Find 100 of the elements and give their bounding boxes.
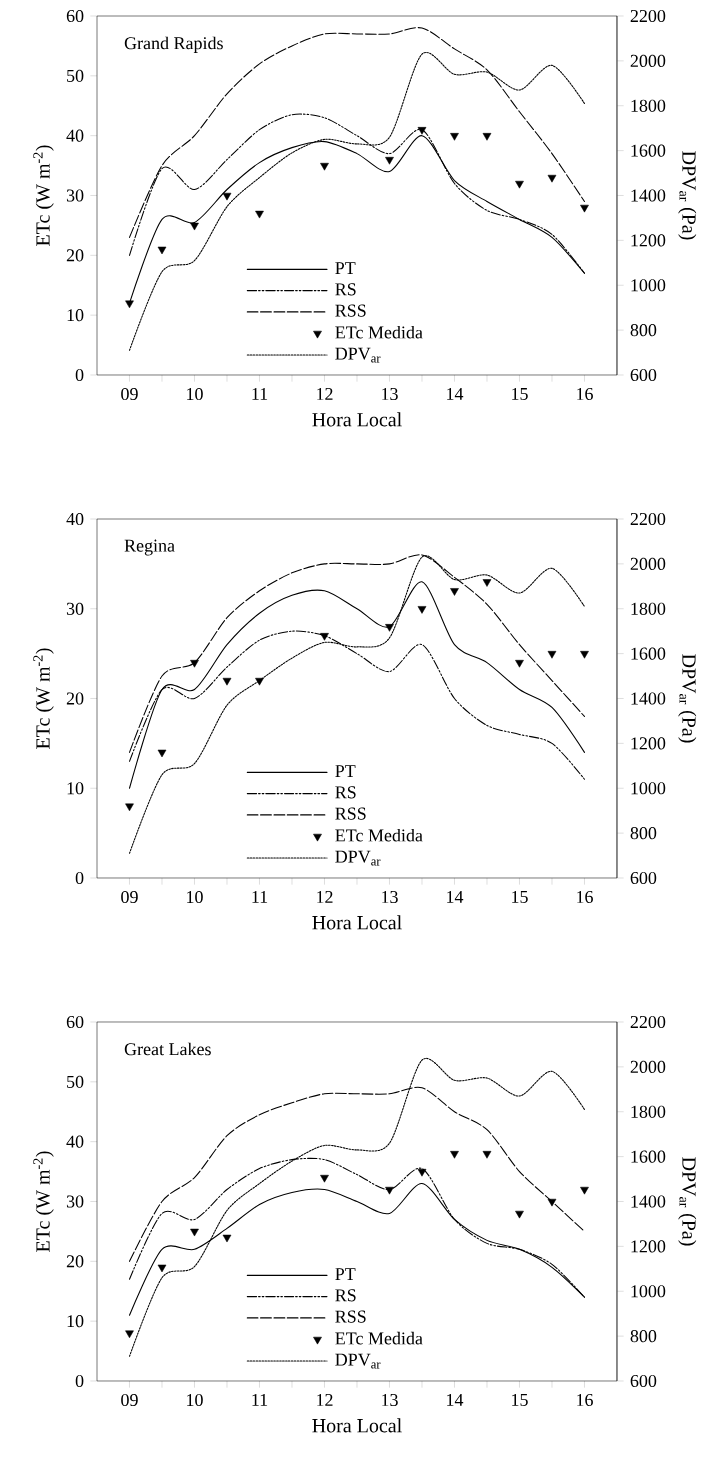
y-tick-label: 30 [66,1195,84,1208]
point [125,300,134,309]
y2-tick-label: 1200 [631,1240,666,1253]
y2-tick-label: 1000 [631,279,666,292]
x-tick-label: 10 [187,1393,203,1407]
y-tick-label: 40 [66,1135,84,1148]
x-tick-label: 12 [317,1393,333,1406]
point [157,246,167,255]
legend-label: PT [335,262,356,274]
legend-label: PT [335,765,356,777]
y2-tick-label: 2200 [630,1015,666,1029]
x-tick-label: 11 [252,890,268,903]
x-tick-label: 15 [512,387,528,400]
y-tick-label: 50 [67,69,84,82]
point [515,1210,524,1219]
y2-tick-label: 1000 [631,782,666,795]
y-tick-label: 0 [75,871,84,885]
x-tick-label: 16 [577,890,593,904]
point [320,633,329,641]
y-tick-label: 30 [66,602,84,615]
y-tick-label: 30 [66,189,84,202]
y2-tick-label: 600 [630,368,657,382]
x-tick-label: 15 [512,1393,528,1406]
x-axis-title: Hora Local [312,412,402,427]
point [385,624,394,632]
point [222,192,232,201]
point [125,803,134,812]
x-tick-label: 09 [121,387,138,401]
point [385,157,394,165]
x-tick-label: 15 [512,890,528,903]
y2-axis-title: DPV$_{ar}$ (Pa) [678,1157,697,1246]
y-axis-title: ETc (W m$^{-2}$) [33,1151,54,1252]
x-tick-label: 14 [447,890,464,903]
y2-tick-label: 600 [630,871,657,885]
y2-tick-label: 1200 [631,234,666,247]
y-tick-label: 20 [66,1255,84,1268]
point [222,1234,232,1243]
x-tick-label: 12 [317,387,333,400]
x-tick-label: 12 [317,890,333,903]
text: Regina [124,539,175,556]
y2-tick-label: 2000 [630,1060,666,1073]
legend-label: RSS [335,807,366,820]
y2-tick-label: 2000 [630,54,666,67]
x-tick-label: 10 [187,890,203,904]
point [417,606,427,614]
point [515,659,524,668]
y2-tick-label: 1600 [631,647,666,660]
point [482,579,492,587]
y2-tick-label: 800 [630,324,657,337]
point [222,677,232,686]
point [547,174,557,183]
y-tick-label: 10 [67,1315,84,1328]
y2-tick-label: 1400 [631,189,666,202]
x-tick-label: 11 [252,387,268,400]
point [125,1330,134,1339]
y-tick-label: 60 [66,9,84,23]
y-tick-label: 40 [66,512,84,526]
point [157,749,167,758]
legend-label: RSS [335,1310,366,1323]
y2-tick-label: 2200 [630,512,666,526]
x-tick-label: 13 [382,890,398,904]
legend-label: PT [335,1268,356,1280]
y2-tick-label: 1200 [631,737,666,750]
point [190,659,199,668]
y-tick-label: 0 [75,368,84,382]
x-axis-title: Hora Local [312,915,402,930]
point [255,677,264,686]
y2-tick-label: 1000 [631,1285,666,1298]
legend-label: RS [335,283,356,296]
point [190,222,199,231]
text: Grand Rapids [124,36,223,53]
point [190,1228,199,1237]
y2-tick-label: 1400 [631,692,666,705]
x-tick-label: 09 [121,1393,138,1407]
y2-tick-label: 600 [630,1374,657,1388]
legend-label: ETc Medida [335,325,423,339]
point [547,651,557,659]
point [320,1174,329,1183]
y-tick-label: 50 [67,1075,84,1088]
legend-label: ETc Medida [335,828,423,842]
y2-tick-label: 1800 [631,602,666,615]
legend-label: DPV$_{ar}$ [335,850,381,866]
x-tick-label: 13 [382,387,398,401]
x-tick-label: 09 [121,890,138,904]
point [450,1151,459,1159]
y2-axis-title: DPV$_{ar}$ (Pa) [678,151,697,240]
point [157,1264,167,1273]
y2-axis-title: DPV$_{ar}$ (Pa) [678,654,697,743]
x-tick-label: 14 [447,1393,464,1406]
x-tick-label: 14 [447,387,464,400]
x-tick-label: 16 [577,387,593,401]
point [385,1186,394,1195]
point [515,180,524,189]
y2-tick-label: 800 [630,827,657,840]
point [482,133,492,141]
point [580,651,589,659]
legend-label: DPV$_{ar}$ [335,1353,381,1369]
y-tick-label: 40 [66,129,84,142]
y2-tick-label: 1600 [631,144,666,157]
legend-label: DPV$_{ar}$ [335,347,381,363]
